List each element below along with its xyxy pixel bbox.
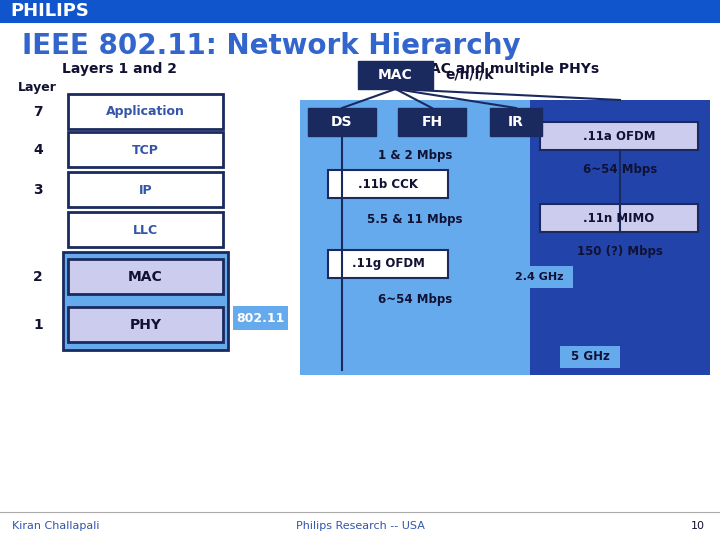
Text: MAC: MAC <box>378 68 413 82</box>
Text: .11b CCK: .11b CCK <box>358 178 418 191</box>
Bar <box>328 250 448 278</box>
Text: IR: IR <box>508 115 524 129</box>
Bar <box>560 346 620 368</box>
Text: 4: 4 <box>33 143 43 157</box>
Bar <box>300 100 710 375</box>
Bar <box>68 259 223 294</box>
Bar <box>308 108 376 136</box>
Text: .11g OFDM: .11g OFDM <box>351 258 424 271</box>
Text: One MAC and multiple PHYs: One MAC and multiple PHYs <box>380 62 600 76</box>
Bar <box>68 132 223 167</box>
Text: FH: FH <box>421 115 443 129</box>
Text: .11a OFDM: .11a OFDM <box>582 130 655 143</box>
Text: DS: DS <box>331 115 353 129</box>
Text: 802.11: 802.11 <box>236 312 284 325</box>
Bar <box>490 108 542 136</box>
Bar <box>68 307 223 342</box>
Text: .11n MIMO: .11n MIMO <box>583 212 654 225</box>
Bar <box>68 212 223 247</box>
Text: IEEE 802.11: Network Hierarchy: IEEE 802.11: Network Hierarchy <box>22 32 521 60</box>
Bar <box>398 108 466 136</box>
Text: 2: 2 <box>33 270 43 284</box>
Text: 3: 3 <box>33 183 42 197</box>
Bar <box>358 61 433 89</box>
Text: 1 & 2 Mbps: 1 & 2 Mbps <box>378 148 452 161</box>
Bar <box>328 170 448 198</box>
Text: 10: 10 <box>691 521 705 531</box>
Text: 6~54 Mbps: 6~54 Mbps <box>583 164 657 177</box>
Text: PHILIPS: PHILIPS <box>10 2 89 20</box>
Bar <box>540 122 698 150</box>
Bar <box>0 0 720 22</box>
Bar <box>540 204 698 232</box>
Bar <box>530 100 710 375</box>
Text: 5 GHz: 5 GHz <box>570 350 609 363</box>
Text: 1: 1 <box>33 318 43 332</box>
Text: MAC: MAC <box>128 270 163 284</box>
Text: e/h/i/k: e/h/i/k <box>445 68 493 82</box>
Bar <box>233 306 288 330</box>
Text: 5.5 & 11 Mbps: 5.5 & 11 Mbps <box>367 213 463 226</box>
Text: 2.4 GHz: 2.4 GHz <box>515 272 563 282</box>
Text: TCP: TCP <box>132 144 159 157</box>
Bar <box>68 172 223 207</box>
Text: 6~54 Mbps: 6~54 Mbps <box>378 294 452 307</box>
Text: Application: Application <box>106 105 185 118</box>
Text: Philips Research -- USA: Philips Research -- USA <box>296 521 424 531</box>
Text: PHY: PHY <box>130 318 161 332</box>
Text: 7: 7 <box>33 105 42 119</box>
Text: 150 (?) Mbps: 150 (?) Mbps <box>577 246 663 259</box>
Text: Layer: Layer <box>18 82 57 94</box>
Bar <box>68 94 223 129</box>
Bar <box>505 266 573 288</box>
Text: Layers 1 and 2: Layers 1 and 2 <box>63 62 178 76</box>
Text: LLC: LLC <box>133 224 158 237</box>
Text: IP: IP <box>139 184 153 197</box>
Bar <box>63 252 228 350</box>
Text: Kiran Challapali: Kiran Challapali <box>12 521 99 531</box>
